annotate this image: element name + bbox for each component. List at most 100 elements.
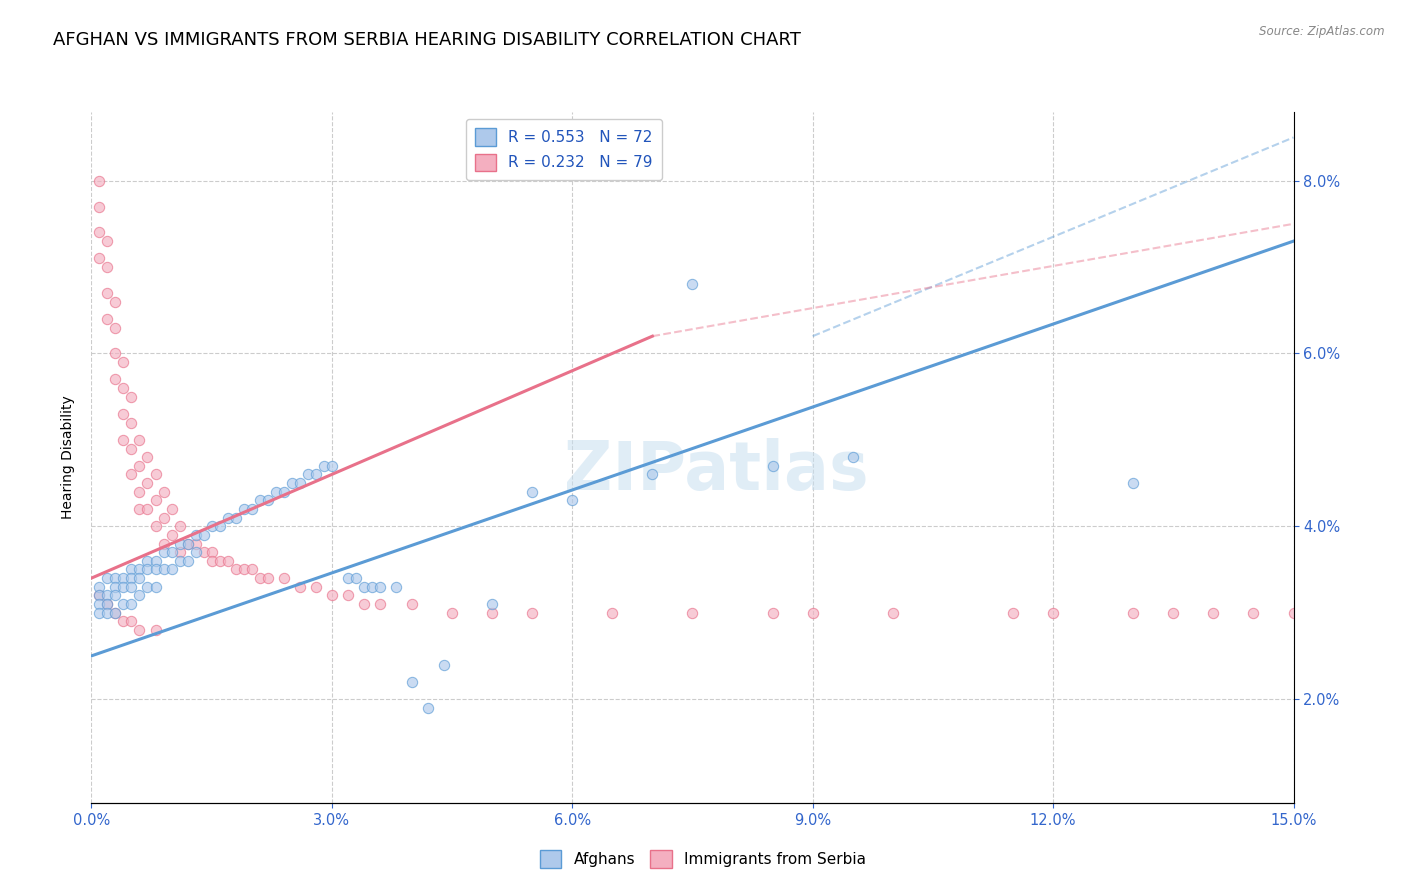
Point	[169, 545, 191, 559]
Point	[368, 597, 391, 611]
Point	[184, 536, 207, 550]
Point	[112, 615, 135, 629]
Point	[128, 502, 150, 516]
Point	[681, 277, 703, 292]
Legend: R = 0.553   N = 72, R = 0.232   N = 79: R = 0.553 N = 72, R = 0.232 N = 79	[465, 120, 662, 180]
Point	[160, 528, 183, 542]
Point	[762, 458, 785, 473]
Point	[96, 571, 118, 585]
Point	[401, 674, 423, 689]
Point	[841, 450, 863, 464]
Point	[89, 226, 111, 240]
Point	[89, 589, 111, 603]
Point	[440, 606, 463, 620]
Point	[1122, 606, 1144, 620]
Point	[882, 606, 904, 620]
Point	[353, 580, 375, 594]
Point	[145, 580, 167, 594]
Point	[249, 571, 271, 585]
Point	[121, 442, 143, 456]
Point	[145, 554, 167, 568]
Point	[344, 571, 367, 585]
Point	[336, 589, 359, 603]
Point	[336, 571, 359, 585]
Point	[256, 571, 278, 585]
Point	[152, 536, 174, 550]
Point	[312, 458, 335, 473]
Point	[481, 606, 503, 620]
Point	[112, 433, 135, 447]
Point	[481, 597, 503, 611]
Point	[96, 234, 118, 248]
Point	[96, 589, 118, 603]
Point	[256, 493, 278, 508]
Point	[288, 476, 311, 491]
Point	[145, 467, 167, 482]
Point	[602, 606, 624, 620]
Point	[136, 476, 159, 491]
Point	[368, 580, 391, 594]
Point	[89, 580, 111, 594]
Point	[152, 562, 174, 576]
Point	[184, 545, 207, 559]
Point	[104, 320, 127, 334]
Point	[360, 580, 382, 594]
Point	[89, 597, 111, 611]
Point	[104, 346, 127, 360]
Point	[128, 458, 150, 473]
Point	[104, 606, 127, 620]
Point	[321, 589, 343, 603]
Point	[169, 519, 191, 533]
Point	[128, 571, 150, 585]
Point	[176, 554, 198, 568]
Point	[112, 381, 135, 395]
Point	[1202, 606, 1225, 620]
Point	[273, 484, 295, 499]
Point	[522, 606, 544, 620]
Point	[128, 623, 150, 637]
Point	[145, 519, 167, 533]
Point	[89, 173, 111, 187]
Text: ZIPatlas: ZIPatlas	[564, 438, 869, 504]
Point	[1001, 606, 1024, 620]
Point	[401, 597, 423, 611]
Point	[89, 606, 111, 620]
Point	[225, 562, 247, 576]
Point	[96, 260, 118, 274]
Point	[136, 450, 159, 464]
Text: Source: ZipAtlas.com: Source: ZipAtlas.com	[1260, 25, 1385, 38]
Point	[121, 571, 143, 585]
Point	[112, 407, 135, 421]
Point	[96, 597, 118, 611]
Point	[121, 416, 143, 430]
Point	[297, 467, 319, 482]
Point	[169, 554, 191, 568]
Point	[145, 493, 167, 508]
Point	[433, 657, 456, 672]
Point	[225, 510, 247, 524]
Point	[1282, 606, 1305, 620]
Point	[176, 536, 198, 550]
Point	[145, 562, 167, 576]
Point	[762, 606, 785, 620]
Point	[136, 562, 159, 576]
Point	[522, 484, 544, 499]
Point	[208, 554, 231, 568]
Point	[240, 502, 263, 516]
Point	[288, 580, 311, 594]
Point	[96, 597, 118, 611]
Point	[1122, 476, 1144, 491]
Legend: Afghans, Immigrants from Serbia: Afghans, Immigrants from Serbia	[534, 844, 872, 873]
Point	[321, 458, 343, 473]
Point	[201, 519, 224, 533]
Point	[217, 510, 239, 524]
Point	[353, 597, 375, 611]
Point	[264, 484, 287, 499]
Point	[273, 571, 295, 585]
Point	[96, 606, 118, 620]
Point	[128, 433, 150, 447]
Point	[1163, 606, 1185, 620]
Point	[160, 562, 183, 576]
Point	[104, 372, 127, 386]
Point	[89, 200, 111, 214]
